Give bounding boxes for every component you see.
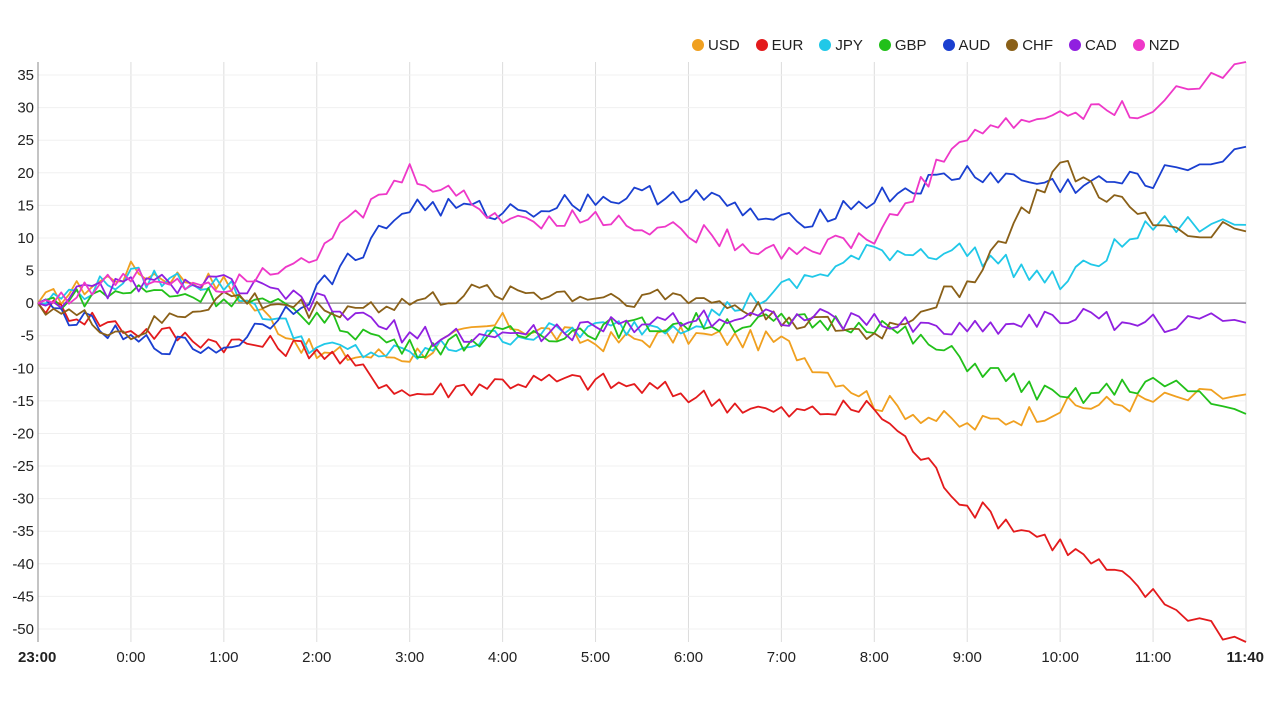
y-tick-label: 15 (17, 197, 34, 214)
legend-dot-icon (878, 39, 891, 51)
x-tick-label: 1:00 (209, 649, 238, 666)
y-tick-label: 30 (17, 100, 34, 117)
x-tick-label: 0:00 (116, 649, 145, 666)
legend-dot-icon (692, 39, 704, 51)
legend-dot-icon (819, 39, 832, 51)
y-tick-label: -5 (21, 328, 34, 345)
x-tick-label: 7:00 (767, 649, 796, 666)
y-tick-label: 35 (17, 67, 34, 84)
legend-item-nzd[interactable]: NZD (1132, 36, 1180, 54)
series-line-eur (37, 299, 1247, 643)
y-tick-label: 5 (26, 263, 34, 280)
legend: USD EUR JPY GBP AUD CHF CAD NZD (692, 34, 1196, 56)
legend-label: GBP (894, 36, 927, 54)
series-line-chf (37, 160, 1247, 341)
x-tick-label: 4:00 (488, 649, 517, 666)
y-tick-label: -40 (12, 556, 34, 573)
y-tick-label: -50 (12, 621, 34, 638)
x-tick-label: 11:00 (1135, 649, 1171, 666)
x-tick-label: 2:00 (302, 649, 331, 666)
legend-label: USD (708, 36, 740, 54)
y-tick-label: 0 (26, 295, 34, 312)
legend-item-eur[interactable]: EUR (755, 36, 804, 54)
legend-dot-icon (1132, 39, 1145, 51)
legend-item-cad[interactable]: CAD (1069, 37, 1117, 54)
series-line-aud (37, 145, 1247, 356)
y-tick-label: 10 (17, 230, 34, 247)
y-tick-label: -25 (12, 458, 34, 475)
legend-label: AUD (958, 36, 991, 54)
gridlines (37, 62, 1247, 642)
x-tick-label: 8:00 (860, 649, 889, 666)
x-tick-label: 9:00 (953, 649, 982, 666)
x-tick-label: 5:00 (581, 649, 610, 666)
y-tick-label: 20 (17, 165, 34, 182)
legend-item-usd[interactable]: USD (692, 37, 740, 54)
legend-item-gbp[interactable]: GBP (878, 36, 927, 54)
x-tick-label: 11:40 (1226, 649, 1264, 666)
legend-label: CHF (1022, 36, 1054, 54)
x-tick-label: 10:00 (1041, 649, 1079, 666)
series-line-nzd (37, 61, 1247, 305)
legend-dot-icon (1069, 39, 1082, 51)
legend-label: NZD (1148, 36, 1180, 54)
legend-dot-icon (942, 39, 955, 51)
legend-label: JPY (835, 36, 863, 54)
x-tick-label: 23:00 (18, 649, 56, 666)
x-tick-label: 6:00 (674, 649, 703, 666)
y-tick-label: -10 (12, 360, 34, 377)
series-line-jpy (37, 215, 1247, 360)
series-line-gbp (37, 284, 1247, 415)
legend-item-jpy[interactable]: JPY (819, 37, 863, 54)
y-tick-label: -35 (12, 523, 34, 540)
legend-item-chf[interactable]: CHF (1006, 37, 1053, 54)
legend-label: CAD (1085, 36, 1117, 54)
y-tick-label: -20 (12, 425, 34, 442)
legend-label: EUR (771, 36, 804, 54)
y-tick-label: 25 (17, 132, 34, 149)
x-tick-label: 3:00 (395, 649, 424, 666)
legend-dot-icon (1006, 39, 1019, 51)
legend-dot-icon (755, 39, 768, 51)
y-tick-label: -30 (12, 491, 34, 508)
y-tick-label: -45 (12, 588, 34, 605)
legend-item-aud[interactable]: AUD (942, 36, 991, 54)
y-tick-label: -15 (12, 393, 34, 410)
